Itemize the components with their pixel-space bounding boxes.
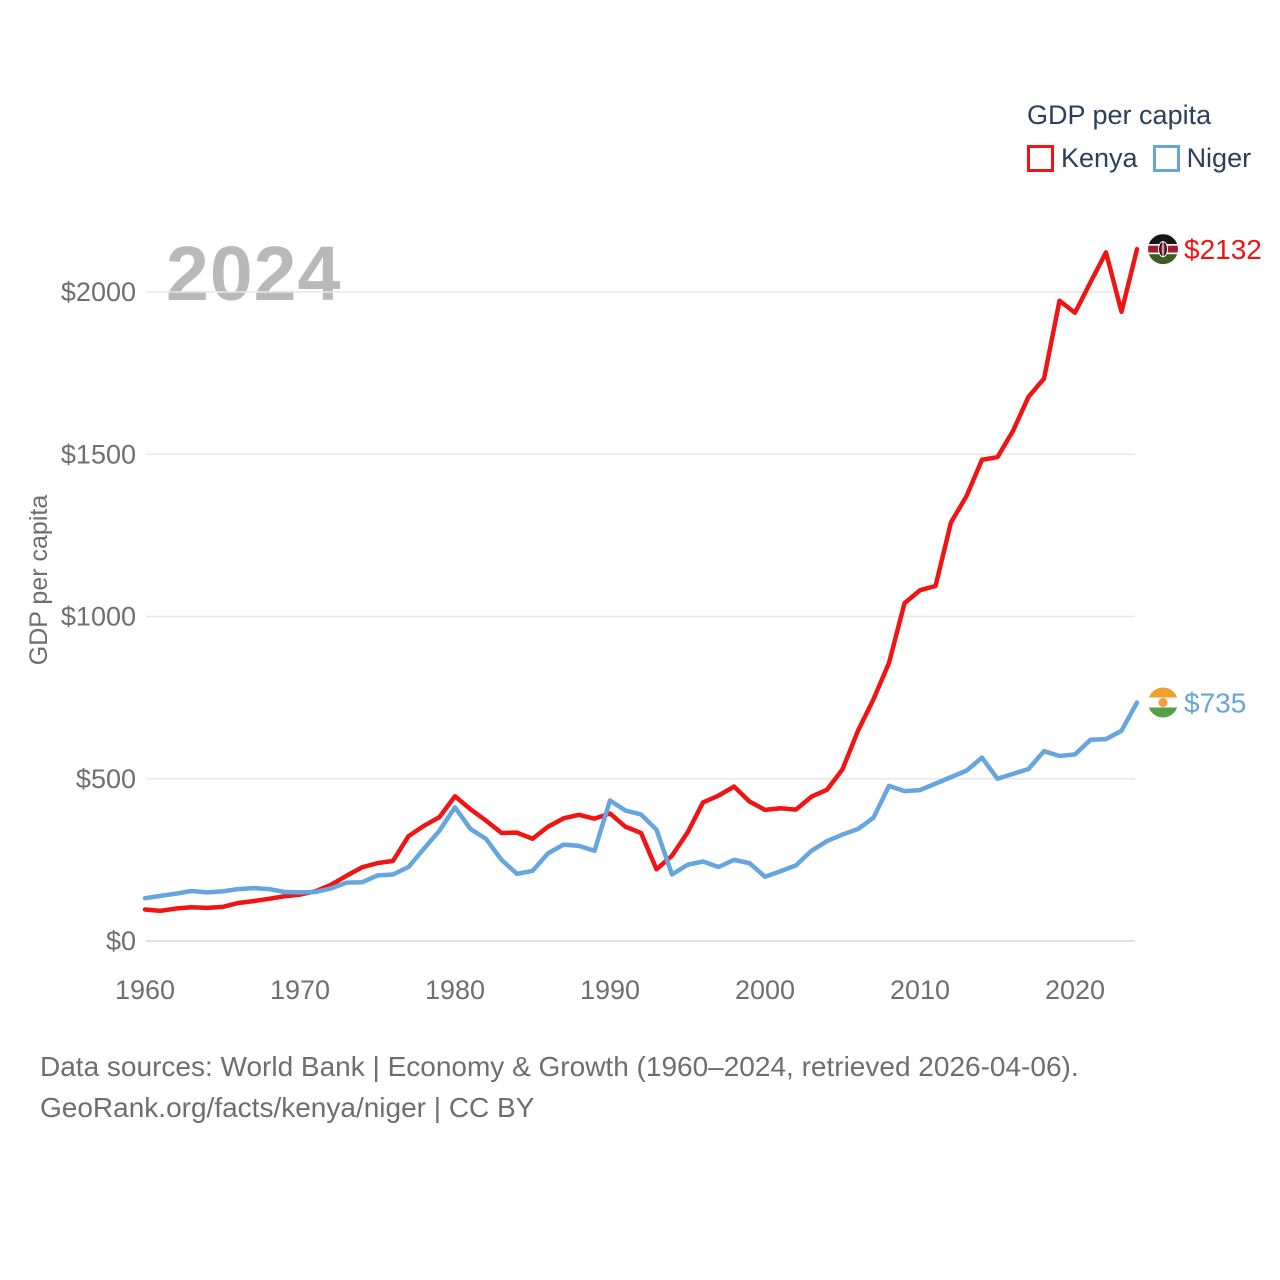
footer-data-sources: Data sources: World Bank | Economy & Gro… [40,1051,1079,1082]
kenya-swatch-icon [1027,145,1054,172]
y-tick-label: $1500 [61,439,136,469]
kenya-value-label: $2132 [1184,234,1262,265]
legend: GDP per capita Kenya Niger [1027,100,1251,174]
kenya-line[interactable] [142,246,1140,914]
legend-item-niger-label: Niger [1186,143,1252,173]
legend-item-kenya[interactable]: Kenya [1027,143,1138,174]
y-tick-label: $500 [76,764,136,794]
x-tick-label: 1990 [580,975,640,1005]
niger-flag-icon [1148,687,1178,718]
x-tick-label: 2000 [735,975,795,1005]
legend-item-kenya-label: Kenya [1061,143,1138,173]
footer: Data sources: World Bank | Economy & Gro… [40,1046,1079,1128]
x-tick-label: 2020 [1045,975,1105,1005]
y-tick-label: $1000 [61,602,136,632]
x-axis-ticks: 1960 1970 1980 1990 2000 2010 2020 [115,975,1105,1005]
x-tick-label: 1970 [270,975,330,1005]
y-axis-title: GDP per capita [25,495,53,666]
x-tick-label: 1960 [115,975,175,1005]
legend-item-niger[interactable]: Niger [1152,143,1252,174]
plot-area: $0 $500 $1000 $1500 $2000 1960 1970 1980 1990 20… [25,234,1262,1005]
x-tick-label: 2010 [890,975,950,1005]
niger-value-label: $735 [1184,687,1246,718]
watermark-year: 2024 [166,231,342,317]
gridlines: $0 $500 $1000 $1500 $2000 [61,277,1135,956]
x-tick-label: 1980 [425,975,485,1005]
niger-line[interactable] [142,700,1140,901]
legend-items: Kenya Niger [1027,143,1251,174]
y-tick-label: $0 [106,926,136,956]
niger-swatch-icon [1152,145,1180,172]
kenya-flag-icon [1148,234,1178,265]
y-tick-label: $2000 [61,277,136,307]
legend-title: GDP per capita [1027,100,1212,130]
footer-attribution: GeoRank.org/facts/kenya/niger | CC BY [40,1092,535,1123]
